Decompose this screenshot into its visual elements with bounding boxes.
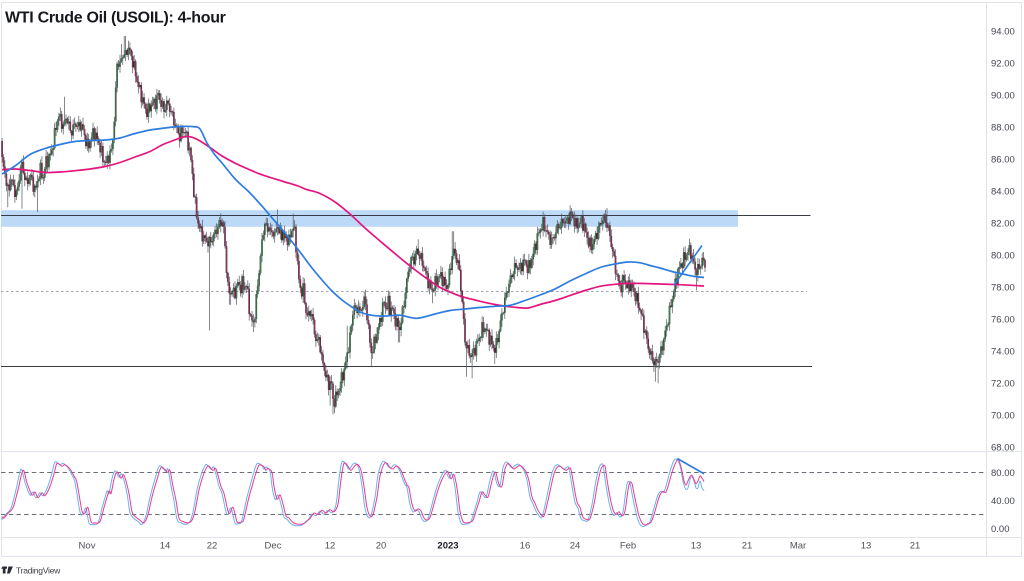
- svg-text:24: 24: [570, 541, 581, 552]
- svg-text:2023: 2023: [437, 541, 458, 552]
- svg-text:WTI Crude Oil (USOIL): 4-hour: WTI Crude Oil (USOIL): 4-hour: [5, 10, 226, 27]
- svg-text:70.00: 70.00: [991, 411, 1015, 422]
- svg-text:20: 20: [376, 541, 387, 552]
- svg-text:76.00: 76.00: [991, 315, 1015, 326]
- svg-text:88.00: 88.00: [991, 123, 1015, 134]
- svg-text:94.00: 94.00: [991, 27, 1015, 38]
- svg-text:78.00: 78.00: [991, 283, 1015, 294]
- svg-text:40.00: 40.00: [991, 496, 1015, 507]
- svg-text:84.00: 84.00: [991, 187, 1015, 198]
- svg-text:82.00: 82.00: [991, 219, 1015, 230]
- svg-text:12: 12: [325, 541, 336, 552]
- svg-text:16: 16: [520, 541, 531, 552]
- svg-text:13: 13: [861, 541, 872, 552]
- svg-text:92.00: 92.00: [991, 59, 1015, 70]
- svg-text:21: 21: [910, 541, 921, 552]
- svg-text:80.00: 80.00: [991, 468, 1015, 479]
- svg-text:Mar: Mar: [790, 541, 806, 552]
- svg-text:13: 13: [691, 541, 702, 552]
- svg-text:TradingView: TradingView: [16, 566, 61, 576]
- svg-text:68.00: 68.00: [991, 443, 1015, 454]
- svg-text:Dec: Dec: [265, 541, 282, 552]
- svg-text:21: 21: [742, 541, 753, 552]
- svg-text:22: 22: [207, 541, 218, 552]
- svg-text:Feb: Feb: [620, 541, 636, 552]
- svg-text:72.00: 72.00: [991, 379, 1015, 390]
- svg-text:14: 14: [160, 541, 171, 552]
- svg-text:0.00: 0.00: [991, 524, 1010, 535]
- svg-text:Nov: Nov: [79, 541, 96, 552]
- svg-text:74.00: 74.00: [991, 347, 1015, 358]
- svg-text:86.00: 86.00: [991, 155, 1015, 166]
- svg-text:80.00: 80.00: [991, 251, 1015, 262]
- svg-text:90.00: 90.00: [991, 91, 1015, 102]
